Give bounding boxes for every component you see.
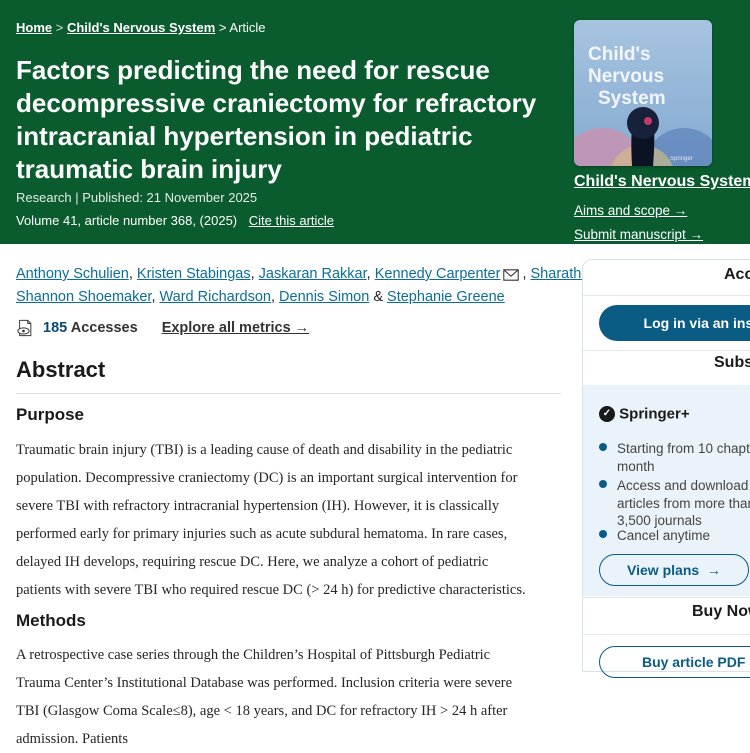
svg-text:System: System (598, 88, 666, 109)
svg-text:Springer: Springer (670, 156, 693, 162)
svg-text:Nervous: Nervous (588, 66, 664, 87)
svg-text:Child's: Child's (588, 44, 651, 65)
